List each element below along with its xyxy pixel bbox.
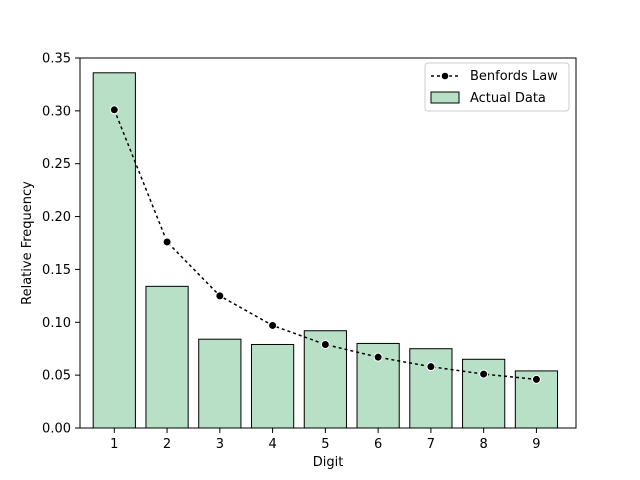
bar-digit-1: [92, 72, 136, 429]
x-tick-label: 8: [480, 437, 488, 452]
plot-frame: [79, 57, 577, 429]
bar-digit-2: [145, 285, 189, 429]
legend: Benfords Law Actual Data: [424, 62, 570, 112]
y-tick-label: 0.30: [42, 104, 71, 119]
x-axis: 1 2 3 4 5 6 7 8 9: [110, 428, 541, 452]
y-axis: 0.00 0.05 0.10 0.15 0.20 0.25 0.30 0.35: [42, 52, 80, 437]
bar-digit-4: [250, 343, 295, 429]
benford-point-9: [531, 374, 541, 384]
benford-point-6: [373, 352, 383, 362]
legend-line-marker: [440, 71, 450, 81]
benford-point-2: [162, 237, 172, 247]
y-tick-label: 0.25: [42, 157, 71, 172]
y-tick-label: 0.20: [42, 210, 71, 225]
x-axis-title: Digit: [313, 455, 344, 470]
x-tick-label: 9: [532, 437, 540, 452]
y-tick-label: 0.35: [42, 52, 71, 67]
legend-bar-swatch: [430, 91, 460, 104]
benford-point-7: [426, 362, 436, 372]
y-tick-label: 0.00: [42, 422, 71, 437]
benford-point-1: [109, 105, 119, 115]
y-tick-label: 0.10: [42, 316, 71, 331]
x-tick-label: 2: [163, 437, 171, 452]
x-tick-label: 5: [321, 437, 329, 452]
benford-point-5: [320, 339, 330, 349]
x-tick-label: 4: [268, 437, 276, 452]
bar-digit-7: [409, 348, 453, 429]
legend-frame: [424, 62, 570, 112]
benford-point-4: [268, 320, 278, 330]
y-axis-title: Relative Frequency: [20, 181, 35, 305]
benford-point-3: [215, 291, 225, 301]
legend-label-actual-data: Actual Data: [470, 91, 546, 106]
x-tick-label: 6: [374, 437, 382, 452]
line-series: [109, 105, 541, 384]
x-tick-label: 1: [110, 437, 118, 452]
x-tick-label: 7: [427, 437, 435, 452]
y-tick-label: 0.15: [42, 263, 71, 278]
y-tick-label: 0.05: [42, 369, 71, 384]
x-tick-label: 3: [216, 437, 224, 452]
bar-digit-3: [198, 338, 242, 429]
benford-point-8: [479, 369, 489, 379]
legend-label-benfords-law: Benfords Law: [470, 69, 558, 84]
